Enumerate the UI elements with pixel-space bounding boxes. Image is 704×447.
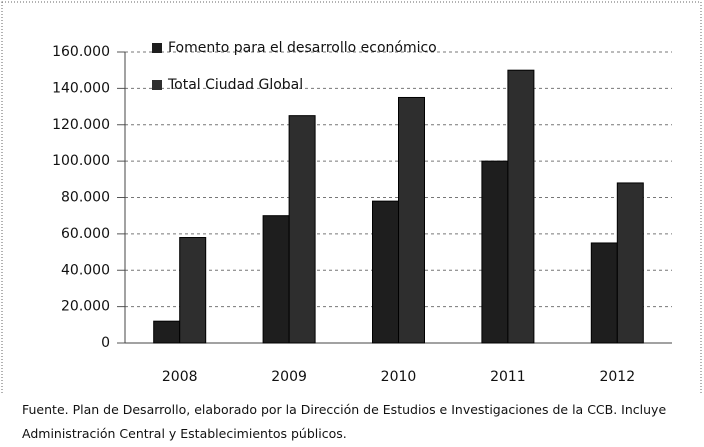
bar [262, 215, 290, 344]
y-tick-label: 80.000 [61, 190, 110, 206]
y-tick-label: 20.000 [61, 299, 110, 315]
y-tick-label: 0 [101, 335, 110, 351]
bar [590, 242, 618, 344]
bar [288, 115, 316, 344]
x-tick-label: 2010 [381, 369, 417, 385]
bar [507, 69, 535, 344]
x-tick-label: 2012 [599, 369, 635, 385]
bar [153, 320, 181, 344]
x-tick-label: 2008 [162, 369, 198, 385]
legend-label: Total Ciudad Global [167, 77, 303, 93]
x-tick-label: 2011 [490, 369, 526, 385]
frame [1, 1, 702, 395]
bar [616, 182, 644, 344]
legend-swatch [152, 43, 162, 53]
bar [398, 96, 425, 344]
source-note: Fuente. Plan de Desarrollo, elaborado po… [22, 402, 667, 441]
y-tick-label: 120.000 [52, 117, 110, 133]
legend-label: Fomento para el desarrollo económico [168, 40, 437, 56]
x-tick-label: 2009 [271, 369, 307, 385]
bar [481, 160, 509, 344]
y-tick-label: 100.000 [52, 153, 110, 169]
chart: 0 20.000 40.000 60.000 80.000 100.000 120.000 1… [1, 1, 702, 395]
y-tick-label: 140.000 [52, 80, 110, 96]
bar [179, 237, 207, 344]
legend-swatch [152, 80, 162, 90]
y-tick-label: 60.000 [61, 226, 110, 242]
bar [372, 200, 399, 344]
y-tick-label: 40.000 [61, 262, 110, 278]
y-tick-label: 160.000 [52, 44, 110, 60]
